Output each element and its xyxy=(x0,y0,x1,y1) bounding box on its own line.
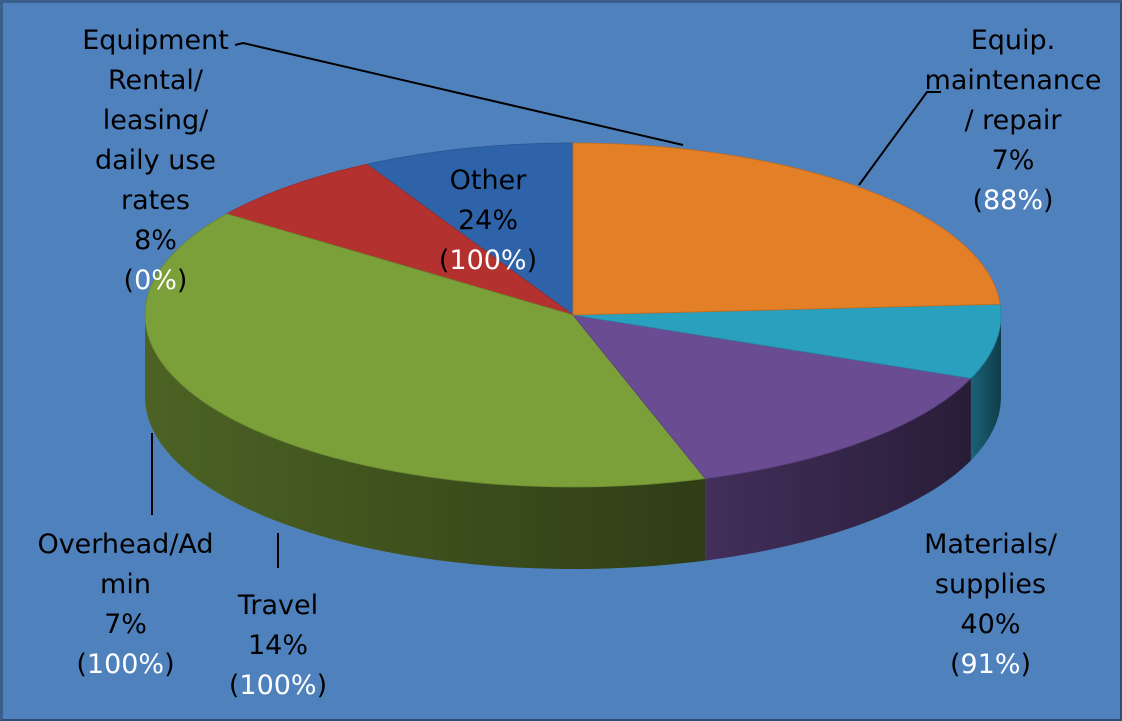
slice-name-line: leasing/ xyxy=(102,105,209,136)
slice-label-2: Equip. maintenance / repair 7% (88%) xyxy=(908,21,1118,221)
slice-name-line: Materials/ xyxy=(924,529,1057,560)
slice-label-4: Travel 14% (100%) xyxy=(183,586,373,706)
slice-paren-value: (100%) xyxy=(76,649,175,680)
slice-percent: 8% xyxy=(134,225,177,256)
pie-slice-2 xyxy=(225,163,574,316)
slice-percent: 14% xyxy=(247,630,308,661)
slice-label-6: Other 24% (100%) xyxy=(388,161,588,281)
slice-paren-value: (100%) xyxy=(228,670,328,701)
pie-slice-1 xyxy=(365,142,574,316)
pie-slice-6 xyxy=(572,142,1001,316)
slice-percent: 40% xyxy=(960,609,1021,640)
slice-percent: 7% xyxy=(991,145,1035,176)
slice-name-line: / repair xyxy=(964,105,1062,136)
slice-name-line: supplies xyxy=(934,569,1047,600)
leader-line-1 xyxy=(234,41,684,146)
pie-slice-5 xyxy=(572,303,1002,379)
slice-name-line: Travel xyxy=(237,590,319,621)
slice-name-line: daily use xyxy=(94,145,217,176)
slice-paren-value: (100%) xyxy=(438,245,538,276)
slice-name-line: min xyxy=(100,569,151,600)
pie-slice-4 xyxy=(572,314,972,480)
pie-top-faces xyxy=(144,142,1002,488)
slice-label-3: Materials/supplies 40% (91%) xyxy=(883,525,1098,685)
leader-line-2 xyxy=(858,91,941,186)
pie-slice-side-5 xyxy=(970,315,1001,461)
pie-slice-3 xyxy=(144,213,707,488)
slice-name-line: Equipment xyxy=(82,25,229,56)
slice-name-line: Equip. xyxy=(970,25,1056,56)
slice-label-5: Overhead/Ad min 7% (100%) xyxy=(13,525,238,685)
slice-paren-value: (88%) xyxy=(972,185,1054,216)
pie-slice-side-3 xyxy=(145,315,706,569)
slice-name-line: Overhead/Ad xyxy=(37,529,214,560)
slice-name-line: maintenance xyxy=(924,65,1102,96)
slice-paren-value: (0%) xyxy=(123,265,188,296)
slice-name-line: rates xyxy=(121,185,190,216)
slice-name-line: Other xyxy=(449,165,527,196)
slice-percent: 7% xyxy=(104,609,147,640)
slice-paren-value: (91%) xyxy=(949,649,1032,680)
slice-label-1: Equipment Rental/leasing/daily use rates 8%… xyxy=(23,21,288,301)
pie-chart-svg xyxy=(144,41,1002,569)
slice-percent: 24% xyxy=(457,205,518,236)
slice-name-line: Rental/ xyxy=(107,65,203,96)
